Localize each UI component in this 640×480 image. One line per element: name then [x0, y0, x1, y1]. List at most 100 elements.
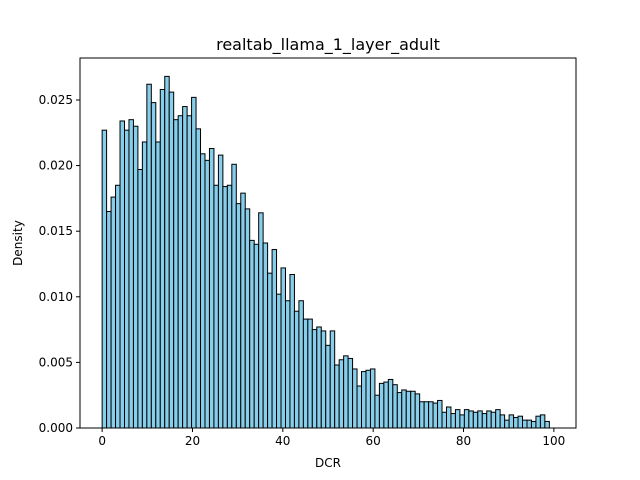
histogram-bar: [338, 359, 345, 429]
histogram-bar: [432, 402, 439, 429]
histogram-bar: [213, 184, 219, 429]
y-tick-label: 0.015: [39, 224, 73, 238]
histogram-bar: [159, 88, 166, 429]
plot-frame: [79, 57, 577, 429]
x-tick-label: 80: [456, 434, 471, 448]
histogram-bar: [343, 355, 349, 429]
histogram-bar: [329, 330, 336, 429]
histogram-bar: [231, 163, 237, 429]
histogram-bar: [311, 329, 318, 429]
histogram-bar: [508, 414, 515, 429]
histogram-bar: [513, 417, 519, 429]
histogram-bar: [226, 184, 233, 429]
histogram-bar: [486, 410, 492, 429]
histogram-bar: [276, 293, 282, 429]
y-tick-label: 0.025: [39, 93, 73, 107]
histogram-bar: [249, 239, 255, 429]
histogram-bar: [284, 300, 291, 429]
histogram-bar: [293, 310, 300, 429]
histogram-bar: [258, 212, 264, 429]
histogram-bar: [195, 128, 202, 429]
histogram-bar: [289, 273, 295, 429]
histogram-bar: [155, 141, 161, 429]
histogram-bar: [124, 129, 130, 429]
histogram-bar: [530, 420, 537, 429]
histogram-bar: [208, 148, 215, 429]
x-tick-label: 20: [185, 434, 200, 448]
histogram-bar: [101, 129, 108, 429]
histogram-bar: [401, 389, 407, 429]
histogram-bar: [173, 119, 179, 429]
histogram-bar: [307, 318, 313, 429]
histogram-bar: [463, 409, 470, 429]
histogram-bar: [423, 401, 430, 429]
histogram-bar: [146, 83, 152, 429]
histogram-bar: [490, 411, 497, 429]
chart-title: realtab_llama_1_layer_adult: [216, 35, 440, 55]
histogram-bar: [204, 159, 210, 429]
histogram-bar: [517, 415, 524, 429]
histogram-bar: [445, 406, 452, 429]
y-tick-label: 0.010: [39, 290, 73, 304]
histogram-bar: [419, 401, 425, 429]
x-tick-label: 100: [542, 434, 565, 448]
histogram-bar: [302, 318, 309, 429]
histogram-bar: [325, 344, 331, 429]
histogram-bar: [481, 413, 488, 429]
histogram-bar: [128, 119, 134, 429]
histogram-bar: [177, 115, 184, 429]
histogram-bar: [168, 91, 175, 429]
histogram-bar: [504, 419, 510, 429]
histogram-bar: [396, 392, 403, 429]
histogram-bar: [132, 125, 139, 429]
histogram-bar: [191, 96, 197, 429]
histogram-bar: [522, 419, 528, 429]
histogram-bar: [356, 385, 363, 429]
histogram-bar: [150, 102, 157, 429]
histogram-bar: [352, 368, 358, 429]
x-axis-label: DCR: [315, 456, 341, 470]
histogram-bar: [428, 401, 434, 429]
histogram-bar: [106, 211, 112, 429]
histogram-bar: [414, 393, 421, 429]
histogram-bar: [262, 242, 269, 429]
histogram-bar: [320, 330, 327, 429]
histogram-bar: [499, 414, 506, 429]
ticks-group: 0 20 40 60 80 100 0.000 0.005 0.010 0.015 0.020 0.0…: [39, 93, 566, 448]
histogram-bar: [405, 390, 412, 429]
histogram-bar: [316, 326, 322, 429]
histogram-bar: [454, 409, 461, 429]
histogram-bar: [267, 272, 273, 429]
histogram-bar: [526, 419, 532, 429]
histogram-bar: [271, 249, 278, 429]
y-tick-label: 0.000: [39, 421, 73, 435]
histogram-bar: [459, 414, 465, 429]
histogram-bar: [378, 382, 385, 429]
histogram-bar: [137, 169, 143, 429]
histogram-bar: [222, 186, 228, 429]
histogram-bar: [240, 192, 246, 429]
histogram-bar: [182, 106, 188, 429]
histogram-bar: [539, 414, 546, 429]
histogram-bar: [495, 409, 501, 429]
histogram-bar: [186, 115, 193, 429]
histogram-bar: [544, 420, 550, 429]
histogram-bar: [110, 196, 117, 429]
histogram-bar: [280, 267, 286, 429]
histogram-bar: [477, 410, 483, 429]
histogram-bar: [235, 203, 242, 429]
histogram-bar: [298, 300, 304, 429]
histogram-bar: [164, 75, 170, 429]
histogram-bar: [347, 357, 354, 429]
x-tick-label: 40: [275, 434, 290, 448]
x-tick-label: 0: [98, 434, 106, 448]
histogram-bar: [334, 364, 340, 429]
histogram-bar: [468, 410, 474, 429]
histogram-bar: [365, 369, 371, 429]
histogram-bar: [392, 384, 398, 429]
x-tick-label: 60: [366, 434, 381, 448]
histogram-bar: [374, 394, 380, 429]
histogram-bar: [383, 381, 389, 429]
histogram-bar: [437, 399, 443, 429]
